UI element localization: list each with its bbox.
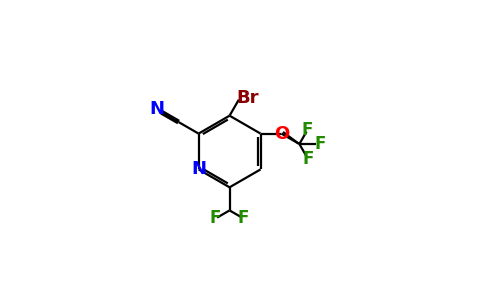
Text: F: F (302, 150, 314, 168)
Text: F: F (210, 209, 221, 227)
Text: Br: Br (236, 89, 259, 107)
Text: N: N (149, 100, 164, 118)
Text: F: F (314, 135, 325, 153)
Text: N: N (191, 160, 206, 178)
Text: O: O (274, 124, 289, 142)
Text: F: F (238, 209, 249, 227)
Text: F: F (302, 121, 313, 139)
